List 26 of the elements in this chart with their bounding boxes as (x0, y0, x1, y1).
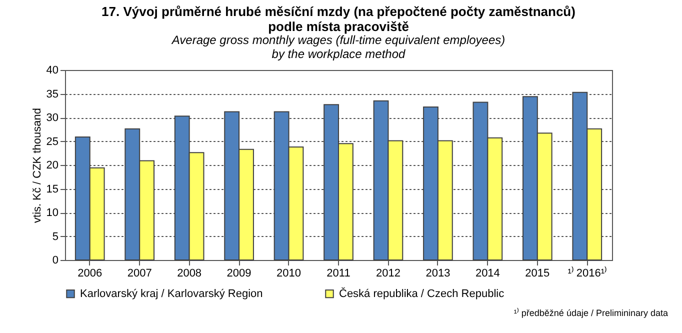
x-tick-label: 2015 (525, 268, 550, 280)
legend-label: Česká republika / Czech Republic (339, 286, 505, 300)
y-tick-label: 40 (46, 64, 58, 76)
x-tick-label: 2012 (376, 268, 400, 280)
x-tick-label: 2007 (127, 268, 152, 280)
x-tick-label: 2006 (78, 268, 102, 280)
x-tick-label: 2014 (475, 268, 500, 280)
chart-title: 17. Vývoj průměrné hrubé měsíční mzdy (na přepočtené počty zaměstnanců) podle místa pracoviště (102, 4, 576, 34)
text: ¹⁾ předběžné údaje / Prelimininary data (512, 306, 668, 319)
y-tick-label: 0 (52, 254, 58, 266)
y-tick-label: 10 (46, 207, 58, 219)
x-tick-label: ¹⁾ 2016¹⁾ (568, 266, 607, 280)
x-tick-label: 2013 (426, 268, 450, 280)
x-tick-label: 2009 (226, 268, 252, 280)
x-tick-label: 2011 (326, 268, 350, 280)
chart-subtitle: Average gross monthly wages (full-time equivalent employees) by the workplace method (170, 33, 506, 61)
y-tick-label: 15 (46, 183, 58, 196)
x-tick-label: 2008 (177, 268, 202, 280)
y-tick-label: 5 (52, 230, 58, 243)
y-tick-label: 35 (46, 88, 58, 100)
y-tick-label: 30 (46, 112, 58, 124)
y-axis-title: vtis. Kč / CZK thousand (31, 108, 44, 223)
y-tick-label: 25 (46, 136, 58, 148)
y-tick-label: 20 (46, 160, 58, 172)
legend-label: Karlovarský kraj / Karlovarský Region (80, 288, 263, 300)
x-tick-label: 2010 (276, 268, 302, 280)
